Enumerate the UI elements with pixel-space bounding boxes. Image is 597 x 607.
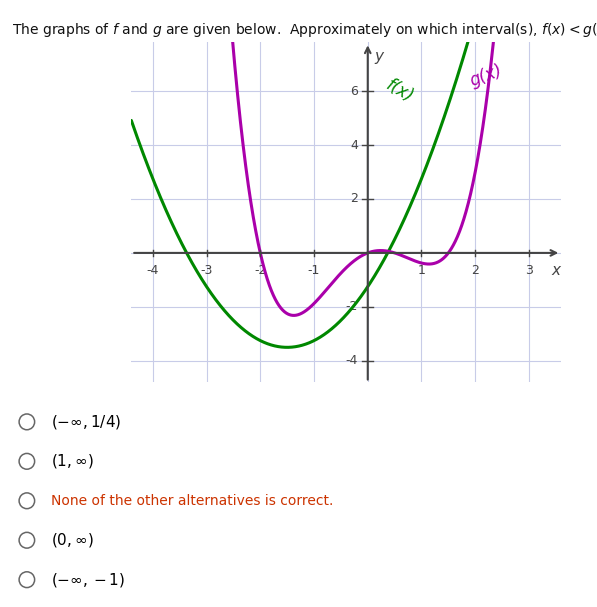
Text: -2: -2	[346, 300, 358, 313]
Text: -4: -4	[346, 354, 358, 367]
Text: g(x): g(x)	[467, 61, 504, 90]
Text: -3: -3	[201, 264, 213, 277]
Text: $(-\infty,-1)$: $(-\infty,-1)$	[51, 571, 125, 589]
Text: 2: 2	[350, 192, 358, 205]
Text: The graphs of $f$ and $g$ are given below.  Approximately on which interval(s), : The graphs of $f$ and $g$ are given belo…	[12, 21, 597, 39]
Text: 1: 1	[417, 264, 426, 277]
Text: 2: 2	[471, 264, 479, 277]
Text: y: y	[374, 49, 383, 64]
Text: 4: 4	[350, 138, 358, 152]
Text: 3: 3	[525, 264, 533, 277]
Text: -1: -1	[308, 264, 320, 277]
Text: -2: -2	[254, 264, 266, 277]
Text: 6: 6	[350, 84, 358, 98]
Text: None of the other alternatives is correct.: None of the other alternatives is correc…	[51, 493, 333, 508]
Text: x: x	[551, 263, 561, 278]
Text: f(x): f(x)	[383, 76, 417, 106]
Text: $(0,\infty)$: $(0,\infty)$	[51, 531, 94, 549]
Text: -4: -4	[147, 264, 159, 277]
Text: $(-\infty,1/4)$: $(-\infty,1/4)$	[51, 413, 121, 431]
Text: $(1,\infty)$: $(1,\infty)$	[51, 452, 94, 470]
